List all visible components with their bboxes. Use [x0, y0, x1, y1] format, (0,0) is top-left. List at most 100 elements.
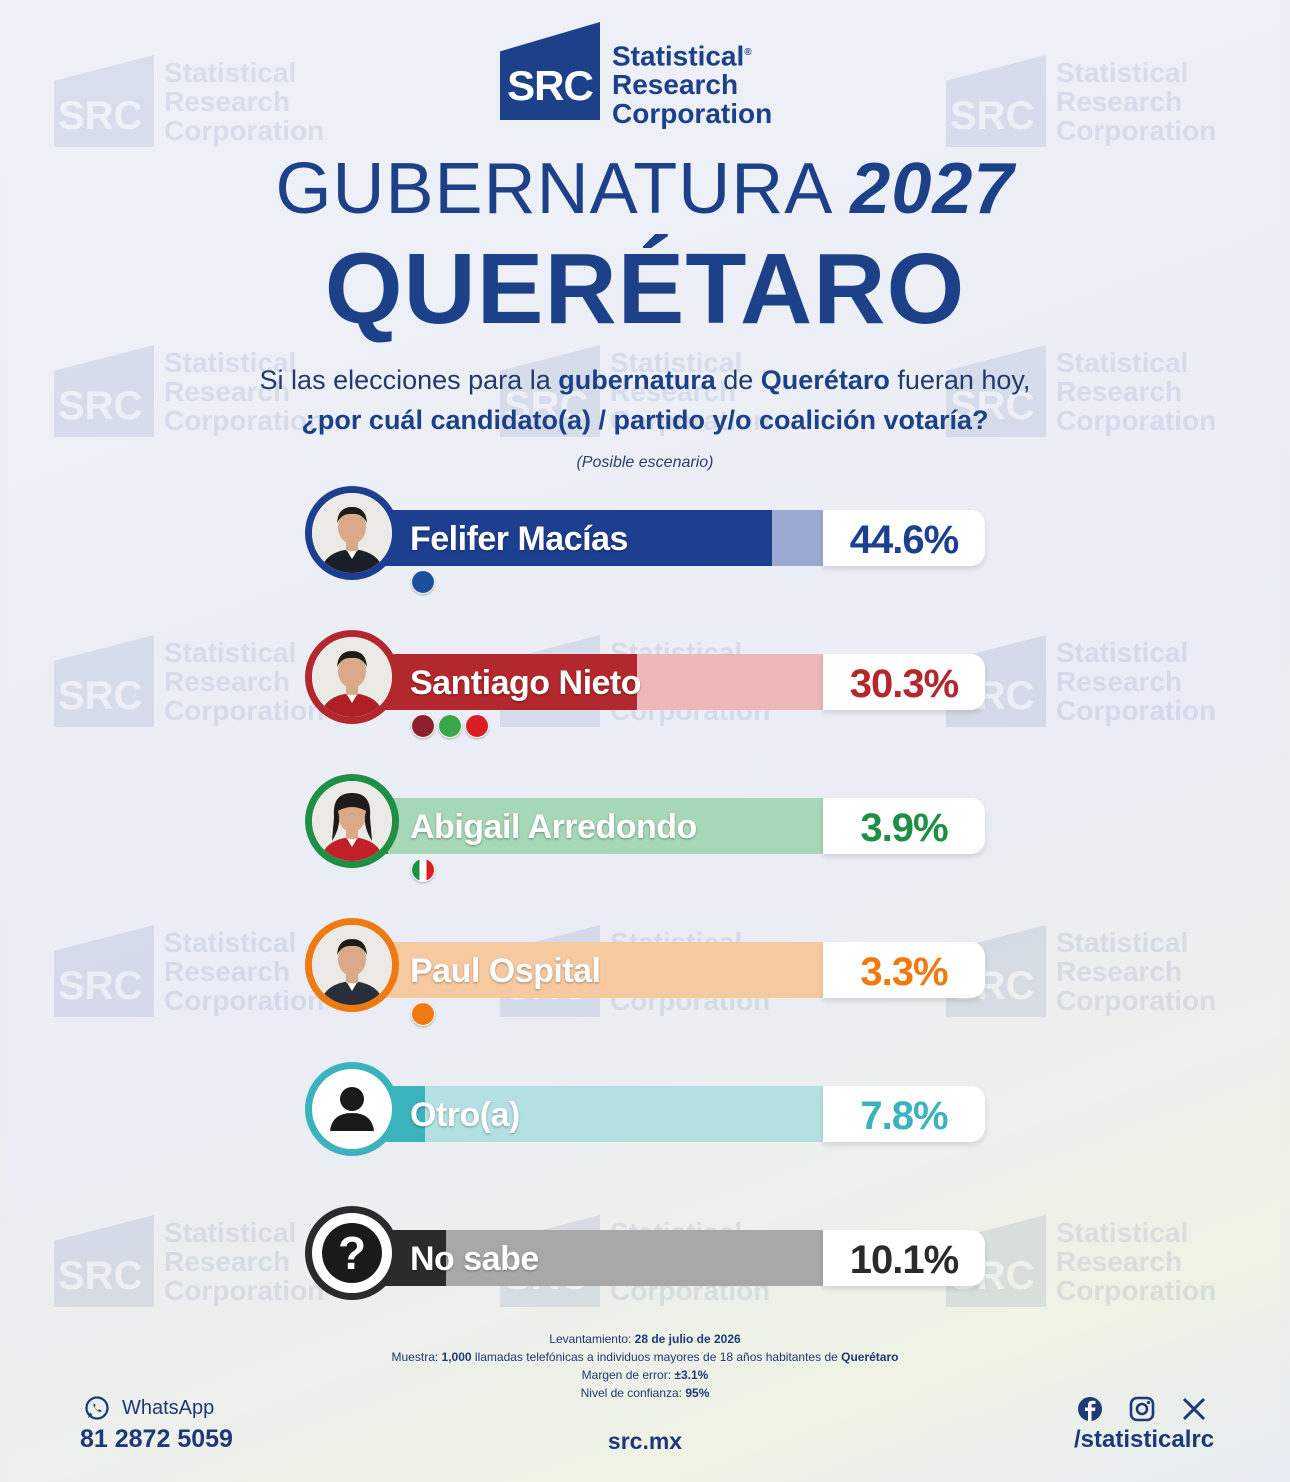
methodology-note: Levantamiento: 28 de julio de 2026 Muest… [0, 1330, 1290, 1402]
title-gubernatura: GUBERNATURA 2027 [0, 148, 1290, 230]
x-icon[interactable] [1179, 1394, 1209, 1424]
value-box: 44.6% [823, 510, 985, 566]
whatsapp-label: WhatsApp [122, 1396, 215, 1419]
survey-question: Si las elecciones para la gubernatura de… [0, 360, 1290, 440]
phone-number[interactable]: 81 2872 5059 [80, 1425, 233, 1453]
party-logo-icon [465, 714, 489, 738]
logo-line-2: Research [612, 69, 739, 101]
whatsapp-icon [85, 1396, 109, 1420]
party-logo-icon [411, 1002, 435, 1026]
result-row: Felifer Macías 44.6% [305, 486, 985, 594]
candidate-label: Abigail Arredondo [410, 808, 697, 846]
result-row: Santiago Nieto 30.3% [305, 630, 985, 738]
social-icons [1075, 1394, 1209, 1424]
facebook-icon[interactable] [1075, 1394, 1105, 1424]
result-row: Otro(a) 7.8% [305, 1062, 985, 1158]
scenario-note: (Posible escenario) [576, 454, 714, 471]
candidate-label: Felifer Macías [410, 520, 628, 558]
party-logo-icon [411, 570, 435, 594]
value-box: 3.3% [823, 942, 985, 998]
title-year: 2027 [850, 149, 1015, 229]
party-logos [411, 570, 435, 594]
data-label: 30.3% [849, 662, 959, 706]
muestra-state: Querétaro [841, 1350, 899, 1364]
data-label: 44.6% [849, 518, 959, 562]
lev-value: 28 de julio de 2026 [634, 1332, 741, 1346]
party-logos [411, 858, 435, 882]
data-label: 7.8% [860, 1094, 948, 1138]
nivel-line: Nivel de confianza: 95% [0, 1384, 1290, 1402]
party-logo-icon [438, 714, 462, 738]
party-logo-icon [411, 714, 435, 738]
muestra-label: Muestra: [391, 1350, 442, 1364]
muestra-value: 1,000 [441, 1350, 472, 1364]
question-text-2: de [715, 365, 761, 395]
candidate-photo [305, 630, 399, 724]
logo-line-3: Corporation [612, 98, 773, 130]
person-icon [305, 1062, 399, 1156]
nivel-label: Nivel de confianza: [580, 1386, 686, 1400]
question-line-2: ¿por cuál candidato(a) / partido y/o coa… [301, 405, 989, 435]
margen-line: Margen de error: ±3.1% [0, 1366, 1290, 1384]
levantamiento-line: Levantamiento: 28 de julio de 2026 [0, 1330, 1290, 1348]
result-row: No sabe 10.1%? [305, 1206, 985, 1302]
title-light: GUBERNATURA [275, 149, 830, 229]
muestra-text: llamadas telefónicas a individuos mayore… [471, 1350, 842, 1364]
question-text-3: fueran hoy, [889, 365, 1031, 395]
candidate-label: Santiago Nieto [410, 664, 642, 702]
logo-mark-text: SRC [507, 62, 594, 109]
website-link[interactable]: src.mx [607, 1428, 683, 1454]
margen-label: Margen de error: [581, 1368, 675, 1382]
lev-label: Levantamiento: [549, 1332, 635, 1346]
muestra-line: Muestra: 1,000 llamadas telefónicas a in… [0, 1348, 1290, 1366]
value-box: 7.8% [823, 1086, 985, 1142]
result-row: Abigail Arredondo 3.9% [305, 774, 985, 882]
logo-wordmark: Statistical® Research Corporation [612, 38, 772, 128]
question-bold-2: Querétaro [760, 365, 890, 395]
social-handle[interactable]: /statisticalrc [1074, 1426, 1215, 1453]
candidate-label: Paul Ospital [410, 952, 601, 990]
logo-line-1: Statistical [612, 40, 745, 72]
data-label: 10.1% [849, 1238, 959, 1282]
registered-mark: ® [744, 47, 752, 58]
logo-mark: SRC [500, 22, 600, 120]
margen-value: ±3.1% [674, 1368, 709, 1382]
value-box: 10.1% [823, 1230, 985, 1286]
bar [351, 510, 773, 566]
src-logo: SRC Statistical® Research Corporation [500, 22, 772, 128]
bar-track [351, 798, 823, 854]
title-state: QUERÉTARO [324, 233, 966, 345]
result-row: Paul Ospital 3.3% [305, 918, 985, 1026]
candidate-photo [305, 918, 399, 1012]
nivel-value: 95% [685, 1386, 710, 1400]
candidate-label: No sabe [410, 1240, 539, 1278]
svg-text:?: ? [338, 1227, 366, 1279]
candidate-photo [305, 486, 399, 580]
instagram-icon[interactable] [1127, 1394, 1157, 1424]
party-logos [411, 1002, 435, 1026]
candidate-photo [305, 774, 399, 868]
value-box: 30.3% [823, 654, 985, 710]
bar-track [351, 510, 823, 566]
data-label: 3.9% [860, 806, 948, 850]
data-label: 3.3% [860, 950, 948, 994]
candidate-label: Otro(a) [410, 1096, 520, 1134]
question-bold-1: gubernatura [558, 365, 716, 395]
whatsapp-contact[interactable]: WhatsApp [84, 1395, 214, 1421]
value-box: 3.9% [823, 798, 985, 854]
question-text-1: Si las elecciones para la [259, 365, 559, 395]
question-mark-icon: ? [305, 1206, 399, 1300]
party-logo-icon [411, 858, 435, 882]
party-logos [411, 714, 489, 738]
